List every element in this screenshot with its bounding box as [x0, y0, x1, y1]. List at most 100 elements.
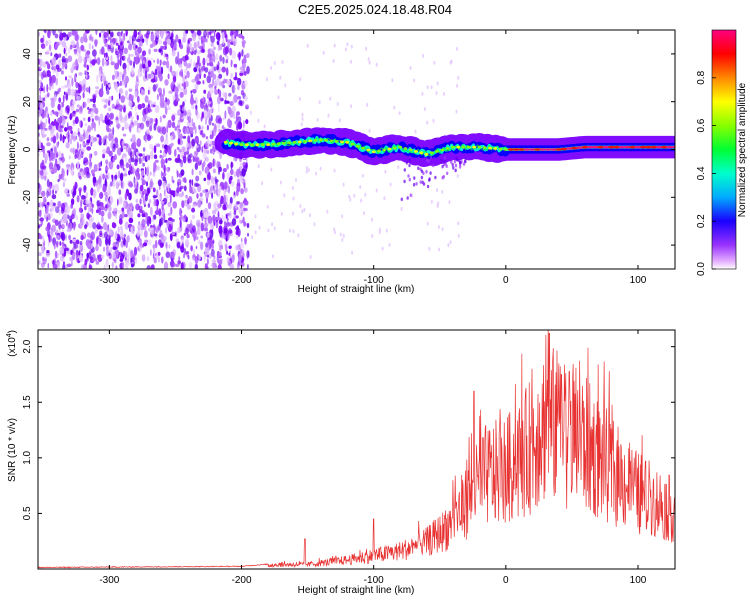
- noise-blob: [235, 226, 240, 231]
- noise-blob: [40, 209, 42, 214]
- noise-blob: [55, 190, 57, 194]
- noise-blob: [136, 114, 139, 121]
- noise-blob: [64, 127, 68, 132]
- noise-blob: [107, 188, 111, 197]
- noise-blob: [162, 45, 167, 51]
- noise-blob: [104, 195, 108, 202]
- noise-blob: [228, 177, 232, 185]
- noise-blob: [39, 86, 42, 95]
- noise-blob: [78, 132, 81, 138]
- sparse-noise-dot: [281, 60, 284, 65]
- noise-blob: [208, 117, 212, 126]
- noise-blob: [114, 174, 118, 179]
- noise-blob: [57, 141, 60, 146]
- noise-blob: [236, 201, 241, 205]
- noise-blob: [159, 93, 165, 103]
- noise-blob: [147, 60, 152, 68]
- noise-blob: [225, 214, 228, 219]
- noise-blob: [210, 175, 215, 183]
- noise-blob: [53, 94, 57, 103]
- noise-blob: [155, 65, 160, 70]
- noise-blob: [115, 42, 119, 46]
- noise-blob: [192, 225, 196, 234]
- noise-blob: [203, 147, 207, 154]
- noise-blob: [175, 34, 179, 43]
- sparse-noise-dot: [371, 217, 373, 222]
- noise-blob: [105, 258, 109, 268]
- noise-blob: [94, 228, 98, 234]
- noise-blob: [117, 104, 123, 111]
- noise-blob: [174, 126, 178, 131]
- noise-blob: [146, 256, 150, 262]
- noise-blob: [81, 217, 85, 225]
- noise-blob: [198, 240, 201, 245]
- noise-blob: [153, 154, 158, 159]
- noise-blob: [105, 159, 109, 165]
- noise-blob: [103, 222, 108, 231]
- noise-blob: [156, 143, 161, 147]
- noise-blob: [74, 149, 79, 159]
- sparse-noise-dot: [249, 110, 252, 115]
- noise-blob: [165, 242, 168, 249]
- noise-blob: [112, 180, 116, 188]
- noise-blob: [128, 88, 133, 92]
- noise-blob: [180, 262, 184, 269]
- noise-blob: [86, 252, 89, 259]
- noise-blob: [244, 95, 249, 102]
- noise-blob: [105, 83, 108, 92]
- noise-blob: [242, 100, 245, 105]
- noise-blob: [71, 132, 74, 140]
- ridge-hotspot: [576, 146, 584, 150]
- noise-blob: [118, 71, 123, 78]
- noise-blob: [181, 39, 184, 46]
- noise-blob: [61, 59, 67, 63]
- noise-blob: [38, 71, 42, 77]
- noise-blob: [124, 122, 129, 130]
- ridge-hotspot: [244, 143, 249, 147]
- noise-blob: [235, 114, 238, 122]
- noise-blob: [109, 228, 113, 235]
- noise-blob: [121, 126, 125, 131]
- noise-blob: [192, 155, 195, 163]
- noise-blob: [93, 189, 97, 197]
- sparse-noise-dot: [350, 44, 353, 49]
- noise-blob: [45, 40, 49, 47]
- noise-blob: [128, 217, 134, 224]
- noise-blob: [199, 140, 202, 146]
- noise-blob: [206, 197, 208, 204]
- noise-blob: [243, 207, 248, 212]
- noise-blob: [145, 120, 150, 125]
- ridge-hotspot: [512, 148, 520, 151]
- noise-blob: [242, 161, 247, 168]
- noise-blob: [170, 142, 174, 147]
- noise-blob: [96, 74, 99, 83]
- noise-blob: [141, 169, 145, 176]
- noise-blob: [195, 107, 198, 116]
- noise-blob: [187, 154, 191, 162]
- noise-blob: [145, 38, 148, 46]
- noise-blob: [69, 147, 74, 153]
- ridge-hotspot: [255, 143, 260, 147]
- noise-blob: [207, 139, 210, 147]
- noise-blob: [51, 74, 56, 84]
- noise-blob: [80, 44, 85, 52]
- noise-blob: [235, 230, 239, 235]
- noise-blob: [143, 107, 149, 115]
- ridge-hotspot: [297, 140, 302, 144]
- noise-blob: [86, 243, 91, 249]
- noise-blob: [65, 234, 67, 241]
- noise-blob: [54, 219, 59, 226]
- noise-blob: [205, 136, 209, 140]
- noise-blob: [108, 36, 112, 41]
- noise-blob: [78, 55, 83, 64]
- noise-blob: [240, 179, 244, 184]
- noise-blob: [167, 119, 172, 129]
- noise-blob: [61, 241, 65, 246]
- noise-blob: [141, 157, 143, 164]
- ridge-hotspot: [523, 148, 531, 151]
- noise-blob: [179, 71, 184, 77]
- noise-blob: [243, 187, 248, 193]
- sparse-noise-dot: [339, 232, 342, 237]
- noise-blob: [45, 110, 49, 119]
- noise-blob: [194, 96, 198, 106]
